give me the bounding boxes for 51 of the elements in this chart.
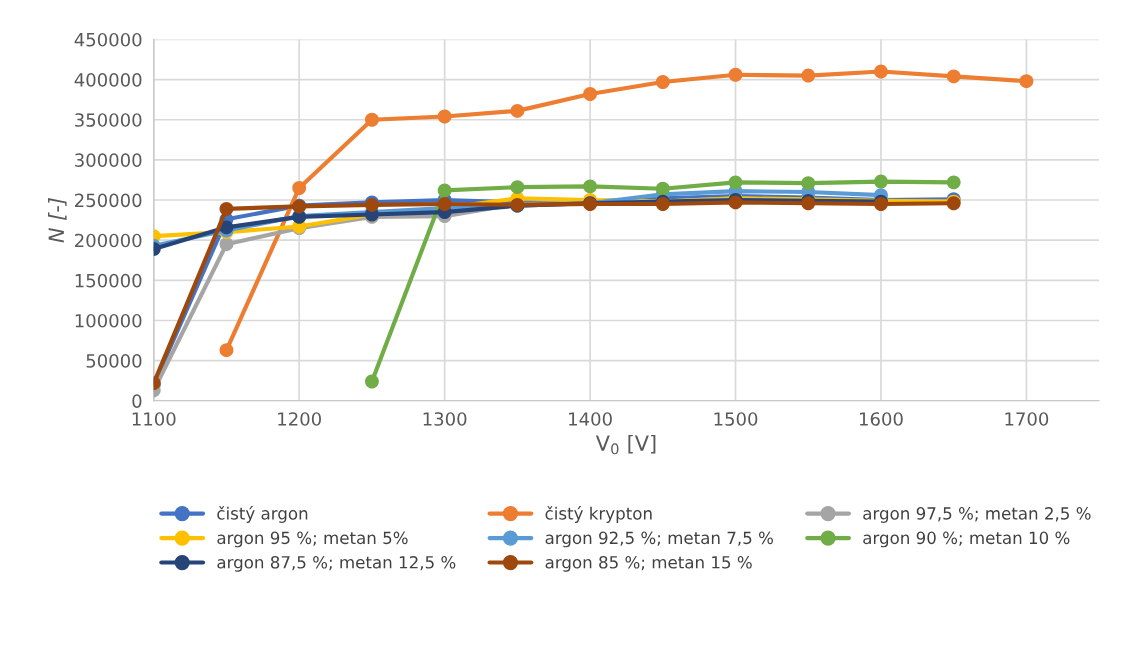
legend-label: argon 95 %; metan 5% [217, 531, 408, 548]
point [437, 197, 452, 211]
y-tick-label: 0 [132, 394, 142, 408]
point [364, 112, 379, 127]
point [510, 180, 525, 195]
y-tick-label: 150000 [75, 273, 142, 288]
point [292, 181, 307, 195]
point [219, 201, 234, 216]
x-tick-label: 1200 [278, 412, 321, 426]
x-axis-title: V$_{0}$ [V] [595, 434, 656, 455]
legend-label: argon 97,5 %; metan 2,5 % [863, 507, 1091, 523]
y-tick-label: 350000 [75, 113, 142, 127]
legend-label: argon 85 %; metan 15 % [545, 556, 752, 572]
point [583, 87, 598, 101]
x-tick-label: 1700 [1005, 412, 1049, 426]
y-tick-label: 450000 [74, 32, 142, 47]
point [437, 183, 452, 198]
point [728, 67, 743, 82]
point [219, 237, 234, 252]
y-tick-label: 250000 [75, 193, 142, 208]
point [874, 174, 888, 189]
legend-label: argon 92,5 %; metan 7,5 % [545, 531, 773, 548]
x-tick-label: 1500 [714, 412, 758, 426]
point [946, 175, 961, 190]
point [946, 69, 961, 84]
point [219, 343, 234, 358]
x-tick-label: 1300 [423, 412, 467, 426]
point [510, 103, 525, 118]
y-tick-label: 300000 [75, 153, 142, 167]
legend-label: čistý krypton [545, 506, 652, 523]
point [1019, 74, 1034, 89]
y-axis-title: N [-] [48, 198, 67, 243]
legend-label: argon 87,5 %; metan 12,5 % [217, 556, 456, 572]
point [437, 109, 452, 124]
x-tick-label: 1600 [859, 412, 903, 426]
point [655, 181, 670, 196]
point [364, 374, 379, 389]
point [801, 176, 816, 191]
y-tick-label: 50000 [86, 354, 142, 368]
point [655, 75, 670, 89]
point [874, 64, 888, 79]
y-tick-label: 400000 [74, 73, 142, 87]
legend-label: čistý argon [217, 506, 308, 523]
y-tick-label: 100000 [75, 313, 142, 328]
legend-label: argon 90 %; metan 10 % [863, 531, 1070, 548]
x-tick-label: 1100 [132, 412, 176, 426]
point [801, 68, 816, 83]
y-tick-label: 200000 [75, 233, 142, 248]
point [728, 175, 743, 190]
x-tick-label: 1400 [569, 412, 612, 426]
point [583, 179, 598, 194]
